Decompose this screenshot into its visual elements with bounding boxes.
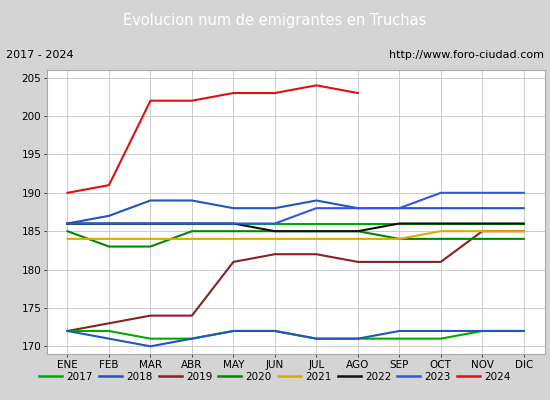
Text: Evolucion num de emigrantes en Truchas: Evolucion num de emigrantes en Truchas <box>123 12 427 28</box>
Text: http://www.foro-ciudad.com: http://www.foro-ciudad.com <box>389 50 544 60</box>
Text: 2017 - 2024: 2017 - 2024 <box>6 50 73 60</box>
Legend: 2017, 2018, 2019, 2020, 2021, 2022, 2023, 2024: 2017, 2018, 2019, 2020, 2021, 2022, 2023… <box>40 372 510 382</box>
